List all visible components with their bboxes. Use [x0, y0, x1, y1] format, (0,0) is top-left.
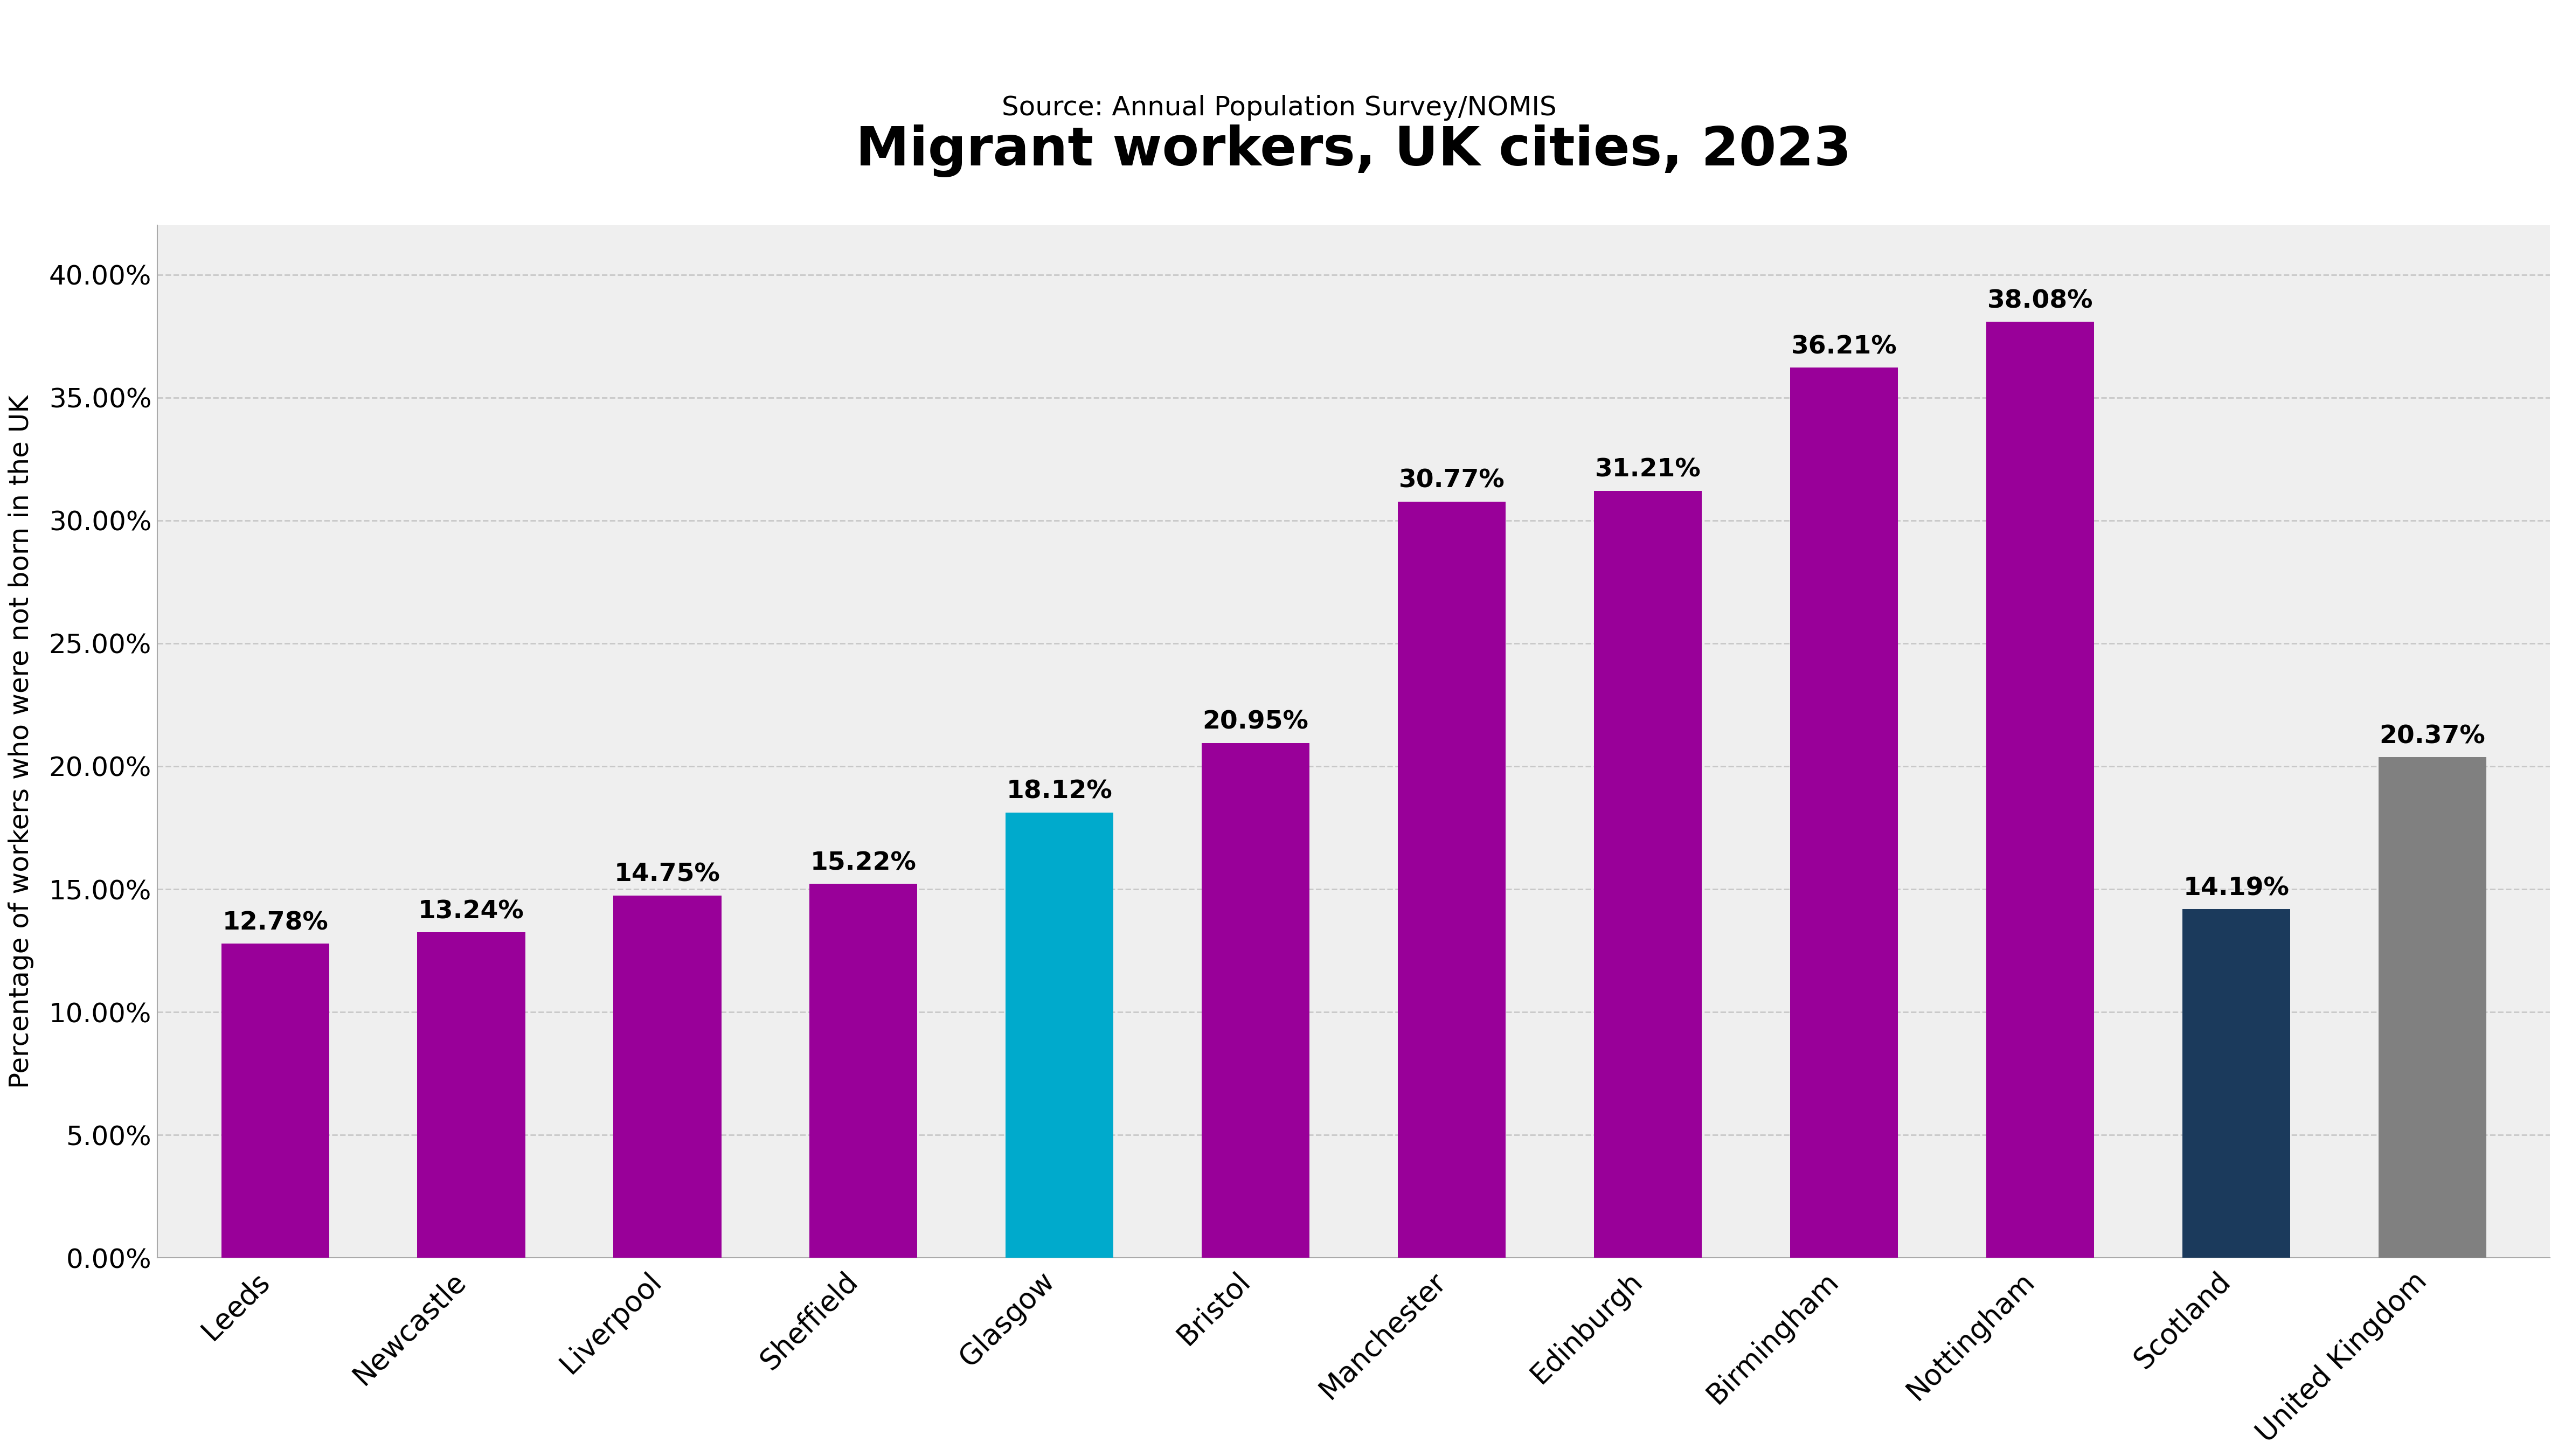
Text: 15.22%: 15.22% — [811, 850, 916, 875]
Bar — [808, 884, 918, 1258]
Bar — [2379, 757, 2486, 1258]
Bar — [220, 943, 330, 1258]
Text: 20.37%: 20.37% — [2379, 724, 2486, 748]
Text: 14.19%: 14.19% — [2182, 877, 2289, 900]
Text: 38.08%: 38.08% — [1988, 288, 2092, 313]
Bar — [1005, 812, 1113, 1258]
Y-axis label: Percentage of workers who were not born in the UK: Percentage of workers who were not born … — [8, 395, 33, 1089]
Text: 36.21%: 36.21% — [1791, 335, 1898, 360]
Bar — [1594, 491, 1701, 1258]
Text: 31.21%: 31.21% — [1594, 457, 1701, 482]
Bar — [417, 932, 524, 1258]
Bar — [1202, 743, 1310, 1258]
Text: 14.75%: 14.75% — [614, 862, 721, 887]
Text: 13.24%: 13.24% — [420, 900, 524, 925]
Text: 30.77%: 30.77% — [1399, 469, 1504, 494]
Bar — [1985, 322, 2095, 1258]
Bar — [1397, 501, 1507, 1258]
Text: 12.78%: 12.78% — [223, 911, 327, 935]
Text: 18.12%: 18.12% — [1005, 779, 1113, 804]
Bar — [2182, 909, 2289, 1258]
Text: 20.95%: 20.95% — [1202, 711, 1310, 734]
Bar — [614, 895, 721, 1258]
Title: Migrant workers, UK cities, 2023: Migrant workers, UK cities, 2023 — [857, 125, 1852, 178]
Text: Source: Annual Population Survey/NOMIS: Source: Annual Population Survey/NOMIS — [1003, 95, 1555, 121]
Bar — [1791, 368, 1898, 1258]
